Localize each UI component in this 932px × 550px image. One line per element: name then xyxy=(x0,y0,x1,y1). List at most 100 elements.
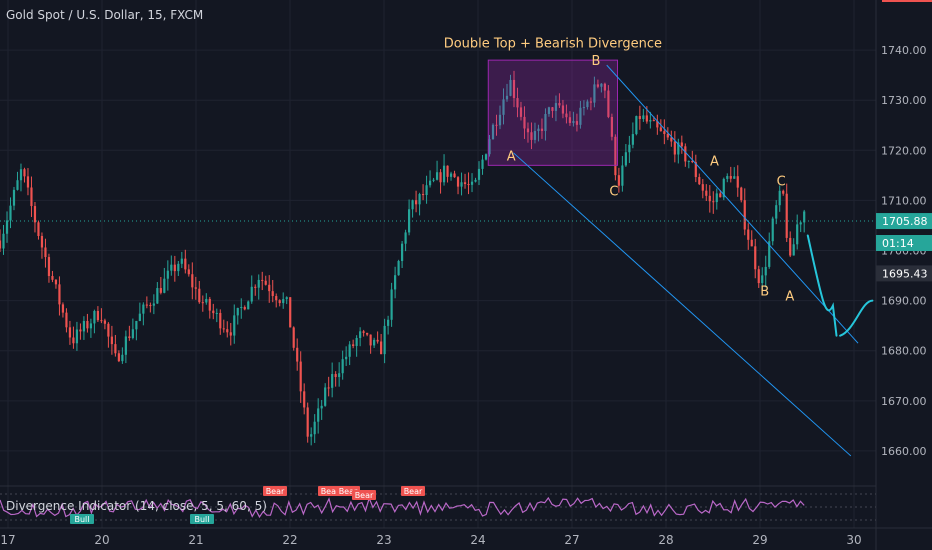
candle-body xyxy=(229,332,232,336)
price-label-text: 1705.88 xyxy=(882,215,928,228)
y-tick-label: 1720.00 xyxy=(881,144,927,157)
candle-body xyxy=(390,289,393,320)
candle-body xyxy=(194,287,197,289)
candle-body xyxy=(421,194,425,196)
candle-body xyxy=(425,185,428,196)
candle-body xyxy=(624,152,627,166)
candle-body xyxy=(159,288,162,293)
candle-body xyxy=(404,232,407,244)
tag-text: Bear xyxy=(355,491,374,500)
tag-text: Bear xyxy=(339,487,358,496)
candle-body xyxy=(156,288,159,304)
candle-body xyxy=(509,79,512,96)
candle-body xyxy=(481,159,484,169)
wave-label-b: B xyxy=(592,54,601,69)
wave-label-a: A xyxy=(710,154,719,169)
candle-body xyxy=(677,142,680,155)
candle-body xyxy=(439,172,442,183)
candle-body xyxy=(705,190,708,196)
candle-body xyxy=(373,339,376,346)
bear-tag: Bear xyxy=(401,486,425,496)
candle-body xyxy=(278,300,281,304)
candle-body xyxy=(463,182,467,185)
candle-body xyxy=(544,113,547,131)
candle-body xyxy=(348,344,351,357)
double-top-box xyxy=(487,59,619,166)
candle-body xyxy=(565,113,568,118)
candle-body xyxy=(614,136,617,176)
candle-body xyxy=(603,83,606,91)
candle-body xyxy=(631,134,634,145)
candle-body xyxy=(708,195,711,202)
candle-body xyxy=(673,141,676,155)
candle-body xyxy=(663,131,666,134)
annotation-title: Double Top + Bearish Divergence xyxy=(444,37,662,52)
candle-body xyxy=(170,264,173,271)
bear-tag: Bear xyxy=(352,490,376,500)
candle-body xyxy=(121,354,124,362)
candle-body xyxy=(432,179,435,181)
price-label-last xyxy=(876,213,932,230)
candle-body xyxy=(540,128,544,131)
candle-body xyxy=(715,193,718,203)
candle-body xyxy=(579,107,582,125)
candle-body xyxy=(698,177,701,185)
candle-body xyxy=(491,124,495,140)
candle-body xyxy=(254,286,257,288)
candle-body xyxy=(82,320,86,332)
candle-body xyxy=(100,320,103,322)
candle-body xyxy=(575,121,579,125)
candle-body xyxy=(201,302,204,304)
candle-body xyxy=(177,263,180,272)
candle-body xyxy=(250,286,253,302)
candle-body xyxy=(750,239,753,247)
indicator-line xyxy=(0,496,805,519)
candle-body xyxy=(352,344,355,346)
candle-body xyxy=(380,341,383,355)
candle-body xyxy=(219,312,222,329)
candle-body xyxy=(303,391,306,408)
brand-strip xyxy=(882,0,932,2)
tag-text: Bear xyxy=(266,487,285,496)
candle-body xyxy=(460,182,463,187)
candle-body xyxy=(236,307,239,316)
candle-body xyxy=(222,328,225,330)
candle-body xyxy=(729,176,732,179)
candle-body xyxy=(435,172,439,180)
tag-text: Bear xyxy=(404,487,423,496)
candle-body xyxy=(40,236,44,248)
candle-body xyxy=(180,258,183,264)
candle-body xyxy=(103,320,106,324)
candle-body xyxy=(215,312,218,314)
candle-body xyxy=(271,291,274,297)
candle-body xyxy=(299,361,302,392)
candle-body xyxy=(782,190,785,194)
candle-body xyxy=(691,160,694,163)
candle-body xyxy=(110,336,113,345)
candle-body xyxy=(456,177,460,187)
candle-body xyxy=(642,115,645,120)
symbol-title: Gold Spot / U.S. Dollar, 15, FXCM xyxy=(6,8,204,22)
candle-body xyxy=(554,103,558,111)
candle-body xyxy=(523,116,526,129)
candle-body xyxy=(747,229,750,240)
candle-body xyxy=(233,315,236,336)
channel-upper-line xyxy=(606,64,859,344)
candle-body xyxy=(761,275,764,284)
candle-body xyxy=(467,184,470,186)
candle-body xyxy=(505,95,509,100)
candle-body xyxy=(243,307,246,310)
candle-body xyxy=(638,116,641,120)
candle-body xyxy=(331,374,334,388)
candle-body xyxy=(659,127,662,132)
candle-body xyxy=(240,307,243,309)
candle-body xyxy=(142,304,145,314)
candle-body xyxy=(771,218,774,242)
candle-body xyxy=(51,276,54,280)
candle-body xyxy=(30,187,33,207)
candle-body xyxy=(327,387,330,389)
candle-body xyxy=(589,101,593,103)
candle-body xyxy=(743,200,746,230)
y-tick-label: 1660.00 xyxy=(881,445,927,458)
